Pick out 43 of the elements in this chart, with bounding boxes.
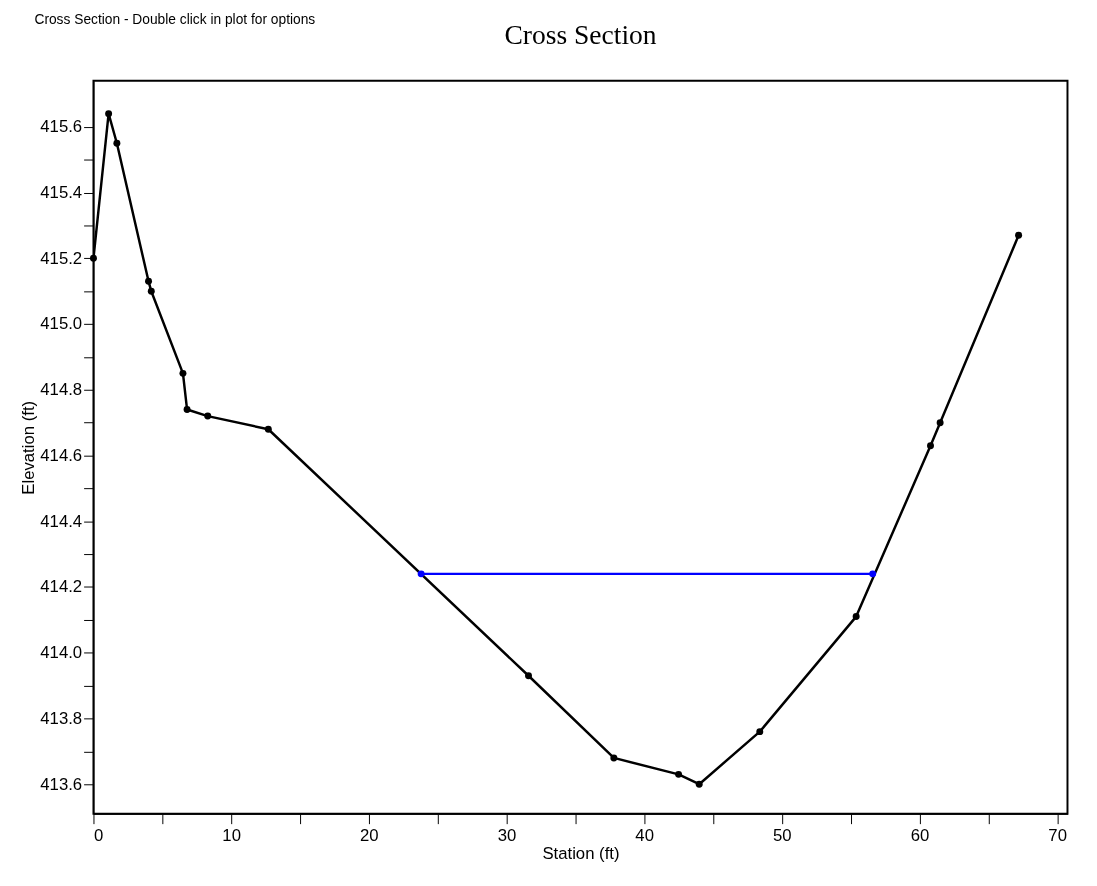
x-tick-label: 40 <box>635 825 654 845</box>
point <box>927 442 934 450</box>
y-tick-label: 415.0 <box>40 314 83 334</box>
y-tick-label: 415.4 <box>40 183 83 202</box>
y-tick-label: 413.8 <box>40 708 83 728</box>
y-tick-label: 414.6 <box>40 445 83 465</box>
point <box>936 419 944 427</box>
x-tick-label: 70 <box>1048 825 1067 845</box>
y-tick-label: 415.2 <box>40 248 83 268</box>
x-tick-label: 50 <box>773 825 792 845</box>
point <box>145 277 153 285</box>
point <box>525 672 532 680</box>
point <box>183 406 191 413</box>
point <box>695 780 703 788</box>
point <box>852 613 860 621</box>
point <box>204 412 212 420</box>
point <box>1015 231 1023 239</box>
y-tick-label: 414.0 <box>40 643 83 663</box>
point <box>105 110 113 118</box>
x-tick-label: 0 <box>93 825 104 845</box>
point <box>756 728 764 736</box>
point <box>113 139 121 147</box>
text: Cross Section - Double click in plot for options <box>34 11 316 27</box>
x-axis-title: Station (ft) <box>542 843 620 863</box>
y-axis-title: Elevation (ft) <box>19 400 39 495</box>
y-tick-label: 414.8 <box>40 380 83 400</box>
point <box>179 369 187 377</box>
y-tick-label: 413.6 <box>40 774 83 794</box>
x-tick-label: 60 <box>910 825 930 845</box>
x-tick-label: 20 <box>359 825 379 845</box>
x-tick-label: 30 <box>497 825 517 845</box>
point <box>147 287 155 295</box>
y-tick-label: 414.4 <box>40 511 83 531</box>
y-tick-label: 414.2 <box>40 577 83 597</box>
point <box>675 770 683 778</box>
point <box>89 254 97 262</box>
y-tick-label: 415.6 <box>40 117 83 137</box>
chart-title: Cross Section <box>504 19 657 51</box>
point <box>264 425 272 433</box>
point <box>869 570 877 578</box>
point <box>417 570 425 578</box>
x-tick-label: 10 <box>222 825 241 845</box>
point <box>610 754 618 762</box>
